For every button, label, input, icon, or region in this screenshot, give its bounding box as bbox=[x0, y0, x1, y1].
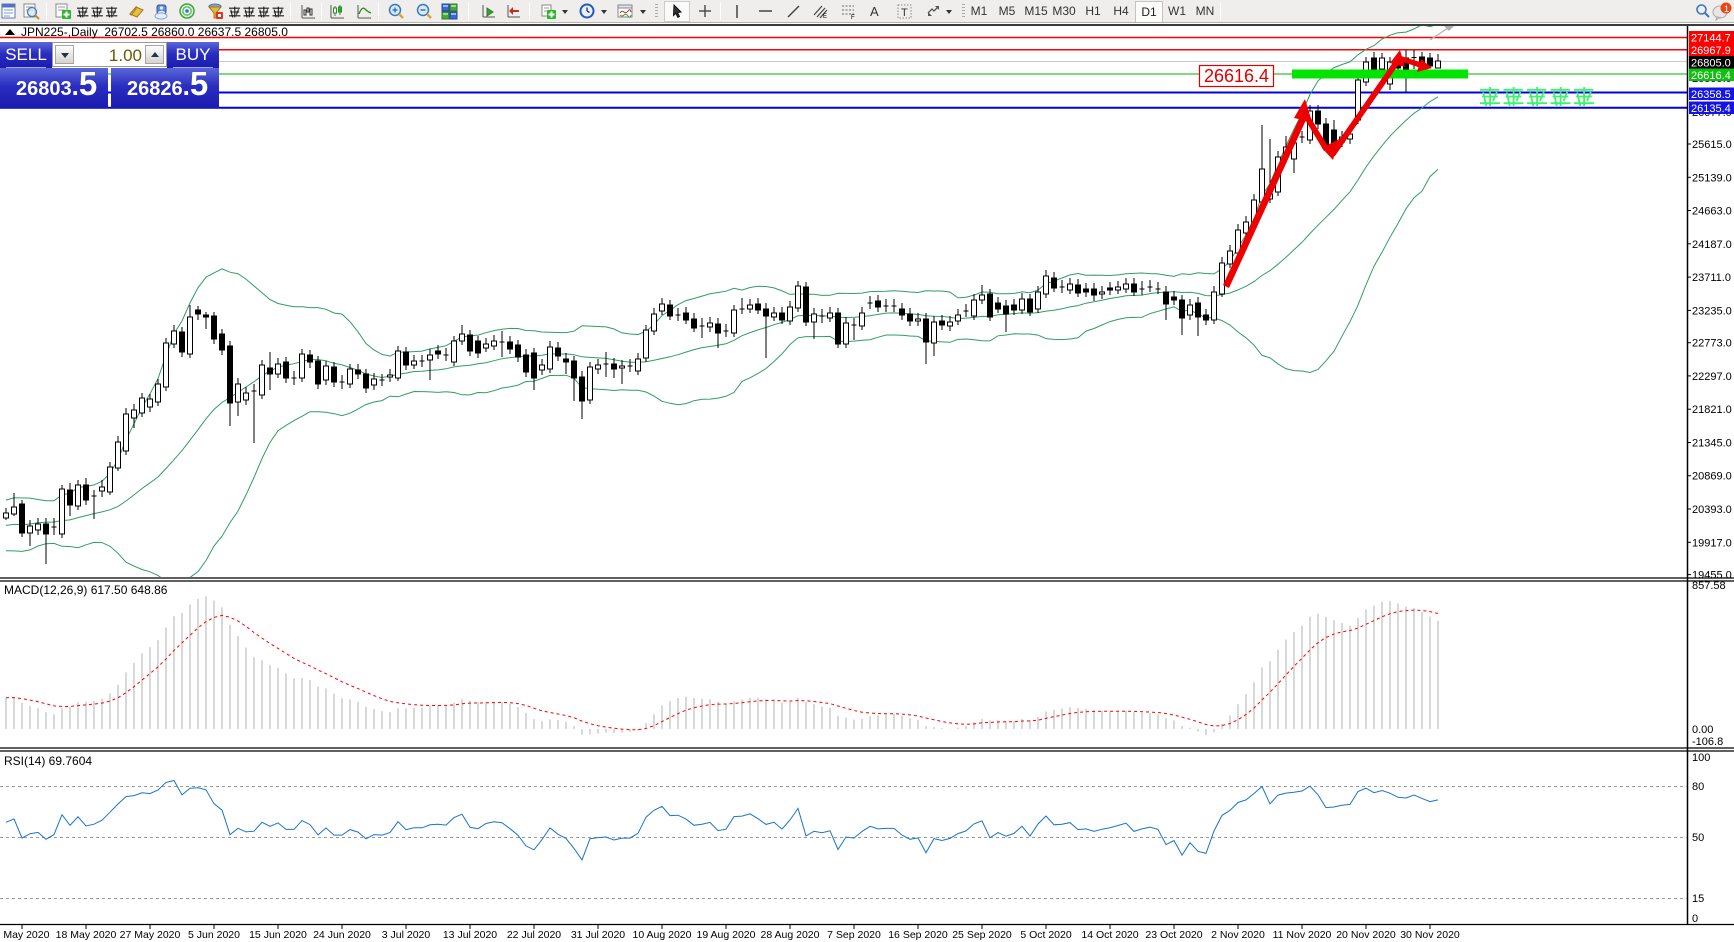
svg-text:31 Jul 2020: 31 Jul 2020 bbox=[571, 929, 625, 941]
svg-text:15 Jun 2020: 15 Jun 2020 bbox=[249, 929, 307, 941]
svg-text:18 May 2020: 18 May 2020 bbox=[56, 929, 117, 941]
svg-text:5 Oct 2020: 5 Oct 2020 bbox=[1020, 929, 1072, 941]
svg-text:T: T bbox=[901, 7, 908, 19]
svg-text:0.00: 0.00 bbox=[1692, 724, 1713, 736]
svg-text:MACD(12,26,9) 617.50 648.86: MACD(12,26,9) 617.50 648.86 bbox=[4, 583, 168, 597]
svg-text:25 Sep 2020: 25 Sep 2020 bbox=[952, 929, 1012, 941]
svg-text:JPN225-,Daily 26702.5 26860.0: JPN225-,Daily 26702.5 26860.0 26637.5 26… bbox=[21, 25, 288, 39]
svg-text:26805.0: 26805.0 bbox=[1691, 58, 1731, 70]
svg-text:10 Aug 2020: 10 Aug 2020 bbox=[633, 929, 692, 941]
svg-text:-106.8: -106.8 bbox=[1692, 736, 1723, 748]
svg-text:26967.9: 26967.9 bbox=[1691, 45, 1731, 57]
svg-text:80: 80 bbox=[1692, 781, 1704, 793]
svg-text:19455.0: 19455.0 bbox=[1692, 570, 1732, 582]
svg-text:23711.0: 23711.0 bbox=[1692, 272, 1731, 284]
svg-text:20869.0: 20869.0 bbox=[1692, 471, 1732, 483]
svg-text:20393.0: 20393.0 bbox=[1692, 504, 1732, 516]
svg-text:7 Sep 2020: 7 Sep 2020 bbox=[827, 929, 881, 941]
svg-text:26616.4: 26616.4 bbox=[1691, 70, 1731, 82]
svg-text:1: 1 bbox=[1724, 4, 1729, 14]
svg-text:0: 0 bbox=[1692, 913, 1698, 925]
svg-text:8 May 2020: 8 May 2020 bbox=[0, 929, 50, 941]
svg-text:26616.4: 26616.4 bbox=[1204, 66, 1269, 86]
svg-text:E: E bbox=[823, 14, 827, 20]
svg-text:16 Sep 2020: 16 Sep 2020 bbox=[888, 929, 948, 941]
svg-text:A: A bbox=[870, 4, 879, 19]
svg-text:RSI(14) 69.7604: RSI(14) 69.7604 bbox=[4, 754, 92, 768]
svg-text:24187.0: 24187.0 bbox=[1692, 239, 1732, 251]
svg-text:28 Aug 2020: 28 Aug 2020 bbox=[761, 929, 820, 941]
svg-text:27 May 2020: 27 May 2020 bbox=[120, 929, 181, 941]
svg-text:857.58: 857.58 bbox=[1692, 580, 1726, 592]
svg-text:13 Jul 2020: 13 Jul 2020 bbox=[443, 929, 497, 941]
svg-text:100: 100 bbox=[1692, 752, 1710, 764]
svg-text:21345.0: 21345.0 bbox=[1692, 438, 1732, 450]
svg-text:25615.0: 25615.0 bbox=[1692, 139, 1732, 151]
svg-text:20 Nov 2020: 20 Nov 2020 bbox=[1336, 929, 1396, 941]
svg-text:5 Jun 2020: 5 Jun 2020 bbox=[188, 929, 240, 941]
svg-text:50: 50 bbox=[1692, 832, 1704, 844]
svg-text:F: F bbox=[851, 15, 855, 20]
svg-text:14 Oct 2020: 14 Oct 2020 bbox=[1081, 929, 1138, 941]
svg-text:22 Jul 2020: 22 Jul 2020 bbox=[507, 929, 561, 941]
svg-text:25139.0: 25139.0 bbox=[1692, 172, 1732, 184]
svg-text:15: 15 bbox=[1692, 893, 1704, 905]
svg-text:11 Nov 2020: 11 Nov 2020 bbox=[1273, 929, 1332, 941]
svg-text:26358.5: 26358.5 bbox=[1691, 89, 1731, 101]
svg-text:26135.4: 26135.4 bbox=[1691, 103, 1731, 115]
svg-text:2 Nov 2020: 2 Nov 2020 bbox=[1211, 929, 1265, 941]
svg-text:3 Jul 2020: 3 Jul 2020 bbox=[382, 929, 431, 941]
svg-text:21821.0: 21821.0 bbox=[1692, 404, 1732, 416]
svg-text:27144.7: 27144.7 bbox=[1691, 33, 1731, 45]
svg-text:23235.0: 23235.0 bbox=[1692, 305, 1732, 317]
svg-text:22297.0: 22297.0 bbox=[1692, 371, 1732, 383]
svg-text:22773.0: 22773.0 bbox=[1692, 338, 1732, 350]
svg-text:19917.0: 19917.0 bbox=[1692, 537, 1732, 549]
svg-text:30 Nov 2020: 30 Nov 2020 bbox=[1400, 929, 1460, 941]
svg-text:23 Oct 2020: 23 Oct 2020 bbox=[1145, 929, 1202, 941]
svg-text:24 Jun 2020: 24 Jun 2020 bbox=[313, 929, 371, 941]
svg-text:24663.0: 24663.0 bbox=[1692, 206, 1732, 218]
svg-text:19 Aug 2020: 19 Aug 2020 bbox=[697, 929, 756, 941]
